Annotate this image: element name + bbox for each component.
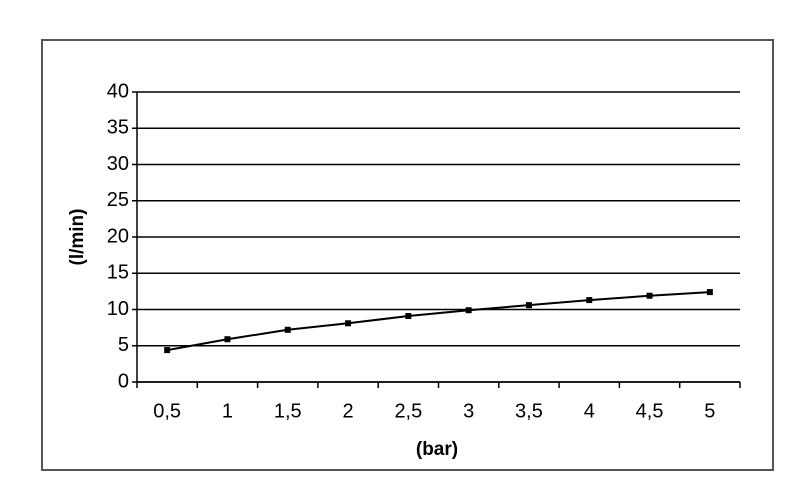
x-tick-label: 2 bbox=[342, 400, 353, 422]
x-tick-label: 5 bbox=[704, 400, 715, 422]
y-tick-label: 10 bbox=[107, 298, 129, 320]
data-point bbox=[465, 307, 472, 314]
x-tick-label: 4,5 bbox=[636, 400, 664, 422]
chart-frame bbox=[41, 39, 774, 471]
data-point bbox=[525, 302, 532, 309]
x-tick-label: 3,5 bbox=[515, 400, 543, 422]
data-point bbox=[405, 313, 412, 320]
data-point bbox=[345, 320, 352, 327]
y-tick-label: 5 bbox=[118, 334, 129, 356]
x-tick-label: 1 bbox=[222, 400, 233, 422]
data-line bbox=[166, 291, 710, 352]
y-tick-label: 40 bbox=[107, 80, 129, 102]
x-tick-label: 1,5 bbox=[274, 400, 302, 422]
y-tick-label: 0 bbox=[118, 370, 129, 392]
x-tick-label: 3 bbox=[463, 400, 474, 422]
data-point bbox=[224, 336, 231, 343]
y-axis-title: (l/min) bbox=[67, 209, 88, 266]
y-tick-label: 25 bbox=[107, 189, 129, 211]
y-tick-label: 15 bbox=[107, 262, 129, 284]
y-tick-label: 30 bbox=[107, 153, 129, 175]
data-point bbox=[706, 289, 713, 296]
y-tick-label: 35 bbox=[107, 117, 129, 139]
data-point bbox=[284, 326, 291, 333]
data-point bbox=[586, 297, 593, 304]
x-tick-label: 4 bbox=[584, 400, 595, 422]
data-point bbox=[646, 292, 653, 299]
x-tick-label: 0,5 bbox=[153, 400, 181, 422]
x-axis-title: (bar) bbox=[416, 439, 458, 460]
data-point bbox=[164, 347, 171, 354]
y-tick-label: 20 bbox=[107, 225, 129, 247]
x-tick-label: 2,5 bbox=[394, 400, 422, 422]
